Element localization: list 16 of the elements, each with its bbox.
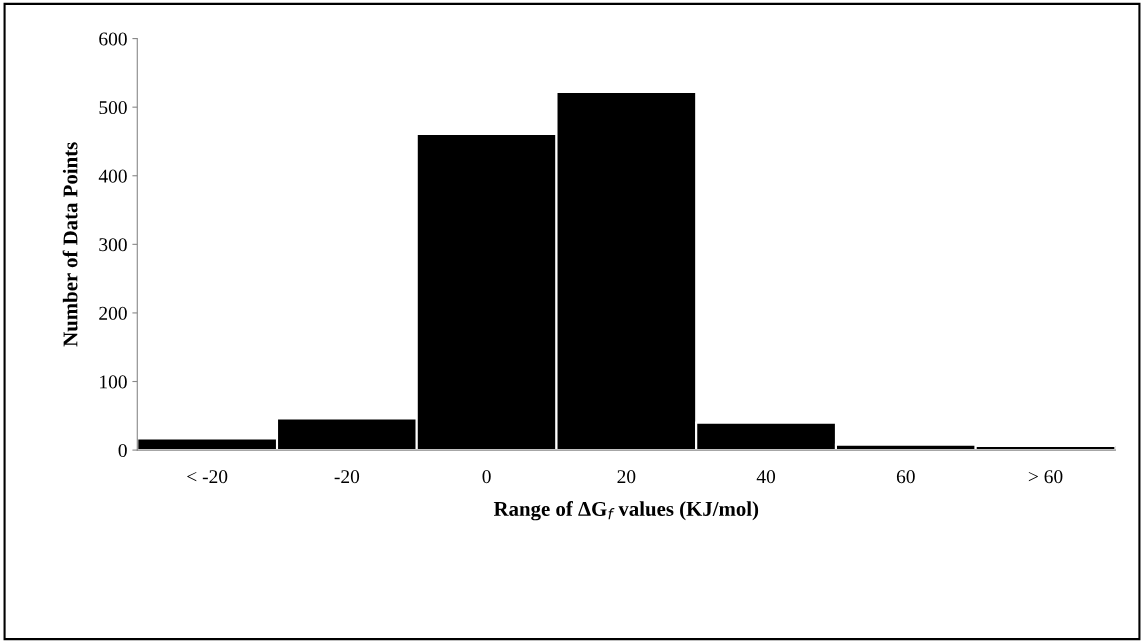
y-tick-label: 0 <box>118 443 127 458</box>
y-tick-label: 400 <box>98 169 127 183</box>
y-tick-label: 500 <box>99 100 127 115</box>
x-tick-label: 60 <box>896 470 915 484</box>
x-tick-label: < -20 <box>187 470 228 484</box>
y-axis-title: Number of Data Points <box>62 142 78 347</box>
y-tick-label: 200 <box>99 306 127 320</box>
y-tick-label: 100 <box>100 375 127 389</box>
x-tick-label: 0 <box>482 470 491 484</box>
x-tick-label: > 60 <box>1028 470 1063 484</box>
x-tick-label: 20 <box>617 470 636 484</box>
y-tick-label: 600 <box>99 32 127 46</box>
x-tick-label: -20 <box>334 470 360 484</box>
x-tick-label: 40 <box>756 470 776 484</box>
x-axis-title: Range of ΔG$_{f}$ values (KJ/mol) <box>493 501 759 521</box>
y-tick-label: 300 <box>99 238 127 252</box>
